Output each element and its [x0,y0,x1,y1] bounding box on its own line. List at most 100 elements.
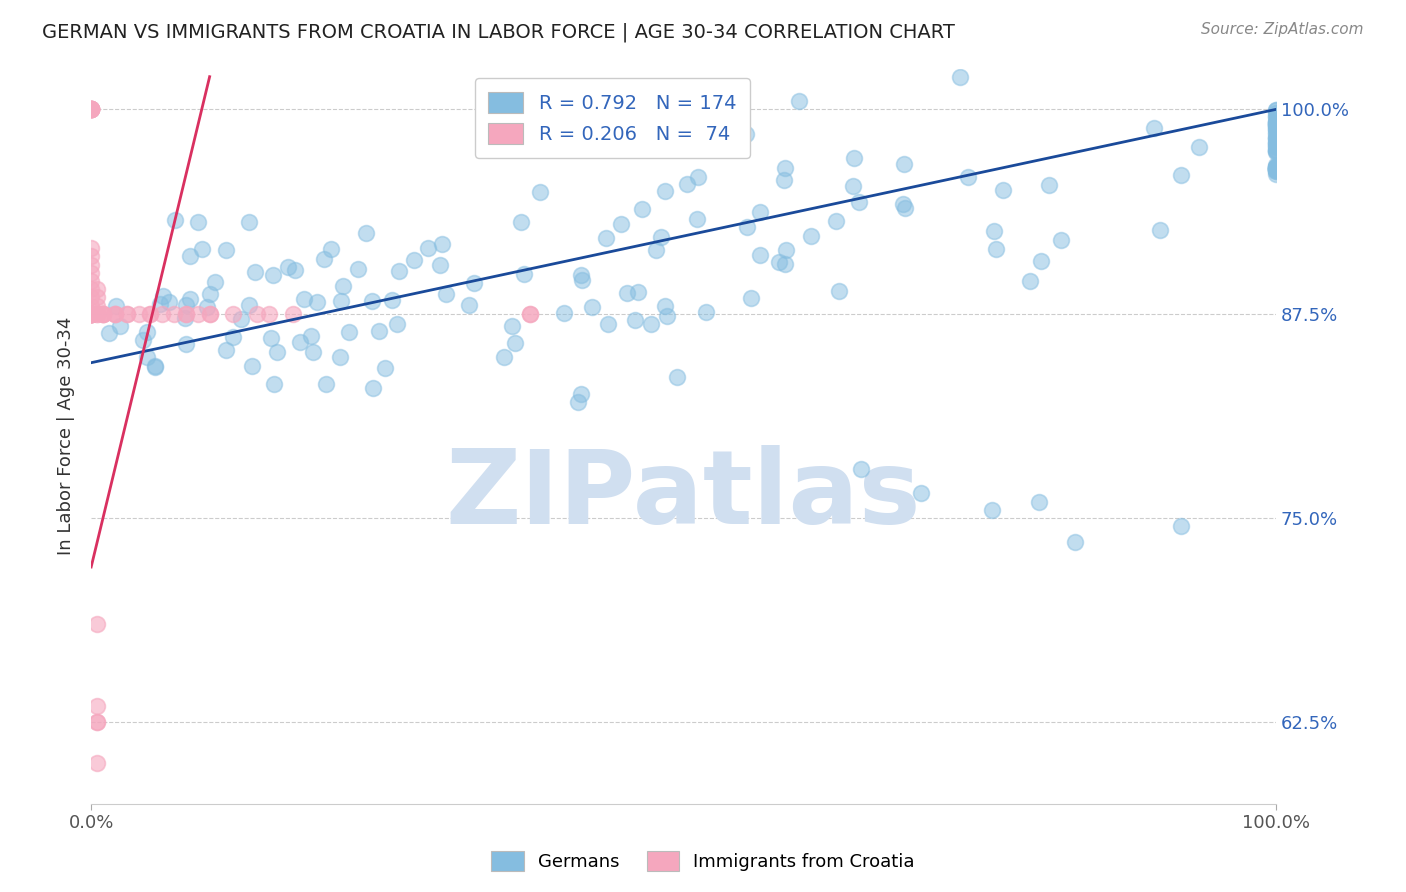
Point [143,359,166,373]
Point [434,287,457,301]
Point [513,267,536,281]
Point [305,295,328,310]
Point [596,318,619,332]
Point [1170,169,1192,183]
Point [773,161,796,175]
Point [80,103,103,117]
Point [312,252,335,266]
Point [105,299,128,313]
Point [1265,137,1288,152]
Point [1265,121,1288,136]
Point [86,715,108,730]
Point [581,300,603,314]
Point [645,243,668,257]
Point [191,242,214,256]
Point [174,336,197,351]
Point [266,345,288,359]
Point [104,307,127,321]
Point [292,292,315,306]
Point [893,157,915,171]
Point [80,298,103,312]
Point [983,224,1005,238]
Point [567,395,589,409]
Point [1265,129,1288,144]
Point [198,307,221,321]
Point [231,312,253,326]
Point [841,178,863,193]
Point [104,307,127,321]
Point [1265,164,1288,178]
Point [1265,119,1288,133]
Point [749,248,772,262]
Point [800,229,823,244]
Point [654,184,676,198]
Point [1038,178,1060,192]
Point [80,103,103,117]
Point [1265,164,1288,178]
Point [163,213,186,227]
Point [80,103,103,117]
Point [80,290,103,304]
Y-axis label: In Labor Force | Age 30-34: In Labor Force | Age 30-34 [58,317,75,556]
Text: ZIPatlas: ZIPatlas [446,444,921,546]
Point [80,307,103,321]
Point [198,286,221,301]
Point [80,307,103,321]
Point [640,129,662,144]
Point [851,462,873,476]
Point [654,299,676,313]
Point [1265,118,1288,132]
Point [143,360,166,375]
Point [848,194,870,209]
Point [179,249,201,263]
Point [429,258,451,272]
Point [104,307,127,321]
Point [1265,103,1288,118]
Point [80,307,103,321]
Point [503,336,526,351]
Point [346,261,368,276]
Point [374,361,396,376]
Point [1265,132,1288,146]
Point [571,386,593,401]
Point [657,309,679,323]
Point [1265,167,1288,181]
Point [571,272,593,286]
Point [238,215,260,229]
Point [1265,128,1288,142]
Point [91,307,114,321]
Point [204,276,226,290]
Point [686,212,709,227]
Point [91,307,114,321]
Point [108,318,131,333]
Point [416,242,439,256]
Point [152,289,174,303]
Point [825,213,848,227]
Point [1265,131,1288,145]
Point [139,307,162,321]
Text: GERMAN VS IMMIGRANTS FROM CROATIA IN LABOR FORCE | AGE 30-34 CORRELATION CHART: GERMAN VS IMMIGRANTS FROM CROATIA IN LAB… [42,22,955,42]
Point [91,307,114,321]
Point [609,217,631,231]
Point [315,377,337,392]
Point [595,230,617,244]
Point [174,310,197,325]
Point [492,350,515,364]
Point [260,331,283,345]
Point [1149,222,1171,236]
Point [1265,162,1288,177]
Point [80,307,103,321]
Point [1265,119,1288,133]
Point [321,242,343,256]
Point [329,293,352,308]
Point [86,756,108,771]
Point [519,307,541,321]
Point [86,298,108,312]
Point [1265,162,1288,177]
Point [80,103,103,117]
Point [775,244,797,258]
Point [257,307,280,321]
Point [1265,136,1288,150]
Point [150,307,173,321]
Point [1265,161,1288,175]
